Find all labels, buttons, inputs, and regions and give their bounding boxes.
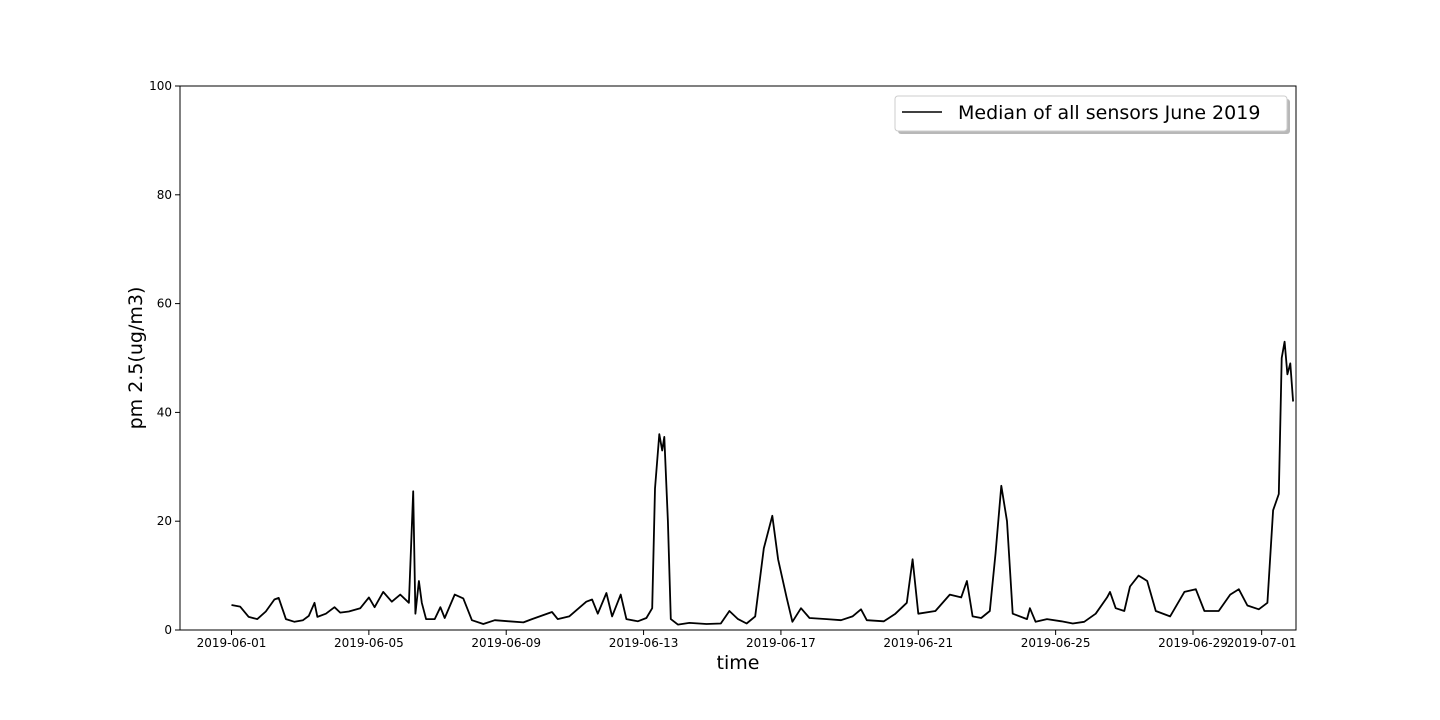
x-tick-label: 2019-06-25: [1021, 636, 1091, 650]
legend-entry-label: Median of all sensors June 2019: [958, 102, 1260, 124]
x-tick-label: 2019-06-13: [609, 636, 679, 650]
x-tick-label: 2019-06-17: [746, 636, 816, 650]
plot-frame: [179, 85, 1297, 631]
x-axis-label: time: [717, 652, 760, 674]
x-tick-label: 2019-06-05: [334, 636, 404, 650]
x-tick-label: 2019-06-01: [197, 636, 267, 650]
y-tick-label: 20: [157, 514, 172, 528]
y-tick-label: 100: [149, 79, 172, 93]
plot-area: [231, 340, 1294, 626]
series-line: [231, 340, 1294, 626]
x-tick-label: 2019-06-21: [883, 636, 953, 650]
legend: Median of all sensors June 2019: [894, 95, 1290, 134]
y-tick-label: 60: [157, 297, 172, 311]
y-axis: 0 20 40 60 80 100: [149, 79, 180, 637]
y-tick-label: 0: [164, 623, 172, 637]
y-tick-label: 80: [157, 188, 172, 202]
y-axis-label: pm 2.5(ug/m3): [125, 287, 147, 430]
x-axis: 2019-06-01 2019-06-05 2019-06-09 2019-06-13…: [197, 630, 1297, 650]
legend-box: [894, 95, 1288, 132]
x-tick-label: 2019-07-01: [1227, 636, 1297, 650]
x-tick-label: 2019-06-09: [471, 636, 541, 650]
x-tick-label: 2019-06-29: [1158, 636, 1228, 650]
y-tick-label: 40: [157, 405, 172, 419]
